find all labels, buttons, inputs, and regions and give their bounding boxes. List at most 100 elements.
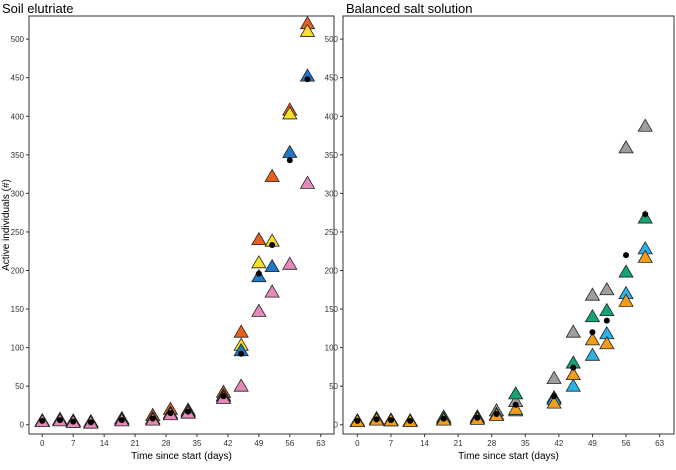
y-tick-label: 150 [11, 305, 25, 314]
y-tick-label: 0 [334, 421, 339, 430]
mean-point [167, 410, 174, 417]
x-tick-label: 0 [40, 439, 45, 448]
mean-point [512, 401, 519, 408]
mean-point [304, 76, 311, 83]
x-tick-label: 56 [622, 439, 631, 448]
x-tick-label: 49 [588, 439, 597, 448]
series-skyblue [349, 241, 653, 428]
y-tick-label: 100 [325, 344, 339, 353]
x-tick-label: 63 [655, 439, 664, 448]
series-yellow [34, 23, 316, 428]
y-tick-label: 400 [325, 112, 339, 121]
point-blue [264, 258, 280, 273]
x-tick-label: 49 [254, 439, 263, 448]
mean-point [589, 329, 596, 336]
point-blue [282, 144, 298, 158]
y-tick-label: 50 [15, 382, 24, 391]
y-tick-label: 350 [11, 151, 25, 160]
y-tick-label: 50 [329, 382, 338, 391]
point-pink [299, 175, 316, 189]
point-pink [251, 303, 267, 317]
point-green [507, 386, 524, 400]
x-tick-label: 28 [487, 439, 496, 448]
mean-point [493, 410, 500, 417]
point-grey [546, 370, 562, 384]
x-tick-label: 14 [100, 439, 109, 448]
mean-point [39, 417, 46, 424]
mean-point [474, 414, 481, 421]
panel-1: Soil elutriate05010015020025030035040045… [1, 1, 335, 462]
mean-point [286, 157, 293, 164]
point-orange [233, 324, 249, 338]
point-amber [618, 293, 634, 307]
y-tick-label: 150 [325, 305, 339, 314]
point-amber [507, 401, 524, 415]
mean-point [238, 350, 245, 357]
point-amber [565, 366, 581, 381]
x-tick-label: 7 [71, 439, 76, 448]
y-tick-label: 400 [11, 112, 25, 121]
y-tick-label: 200 [325, 267, 339, 276]
y-tick-label: 250 [11, 228, 25, 237]
panel-frame [342, 15, 675, 435]
mean-point [387, 417, 394, 424]
x-tick-label: 7 [389, 439, 394, 448]
point-grey [584, 287, 601, 301]
panel-title: Balanced salt solution [346, 1, 472, 16]
point-orange [264, 168, 280, 182]
mean-point [407, 417, 414, 424]
point-pink [264, 284, 280, 298]
point-grey [618, 140, 634, 154]
series-mean [354, 211, 649, 424]
mean-point [70, 418, 77, 425]
point-pink [233, 378, 249, 392]
mean-point [642, 211, 649, 218]
y-tick-label: 250 [325, 228, 339, 237]
mean-point [269, 242, 276, 249]
y-tick-label: 200 [11, 267, 25, 276]
x-tick-label: 63 [316, 439, 325, 448]
x-tick-label: 14 [420, 439, 429, 448]
x-axis-label: Time since start (days) [458, 451, 559, 462]
series-orange [34, 15, 316, 428]
point-amber [546, 395, 562, 409]
series-pink [34, 175, 316, 429]
point-grey [637, 118, 653, 132]
y-tick-label: 300 [325, 189, 339, 198]
x-tick-label: 42 [223, 439, 232, 448]
y-axis-label: Active individuals (#) [1, 179, 12, 271]
point-skyblue [584, 347, 601, 361]
y-tick-label: 100 [11, 344, 25, 353]
x-tick-label: 35 [521, 439, 530, 448]
y-tick-label: 450 [325, 74, 339, 83]
mean-point [551, 393, 558, 400]
mean-point [149, 415, 156, 422]
y-tick-label: 500 [325, 35, 339, 44]
x-tick-label: 28 [162, 439, 171, 448]
x-tick-label: 21 [131, 439, 140, 448]
mean-point [185, 408, 192, 415]
series-grey [349, 118, 653, 427]
x-tick-label: 35 [193, 439, 202, 448]
point-orange [251, 231, 267, 246]
point-green [584, 308, 601, 323]
point-yellow [282, 106, 298, 120]
panel-title: Soil elutriate [2, 1, 74, 16]
mean-point [623, 252, 630, 259]
panel-2: Balanced salt solution 0 50 100 150 200 250 300… [325, 1, 675, 462]
point-grey [599, 281, 615, 296]
mean-point [56, 417, 63, 424]
x-axis-label: Time since start (days) [131, 451, 232, 462]
series-mean [39, 76, 311, 426]
point-green [618, 264, 634, 278]
y-tick-label: 500 [11, 35, 25, 44]
x-tick-label: 42 [554, 439, 563, 448]
mean-point [570, 364, 577, 371]
point-pink [282, 256, 298, 270]
point-skyblue [565, 378, 581, 392]
y-tick-label: 300 [11, 189, 25, 198]
mean-point [373, 416, 380, 423]
mean-point [440, 415, 447, 422]
mean-point [354, 417, 361, 424]
